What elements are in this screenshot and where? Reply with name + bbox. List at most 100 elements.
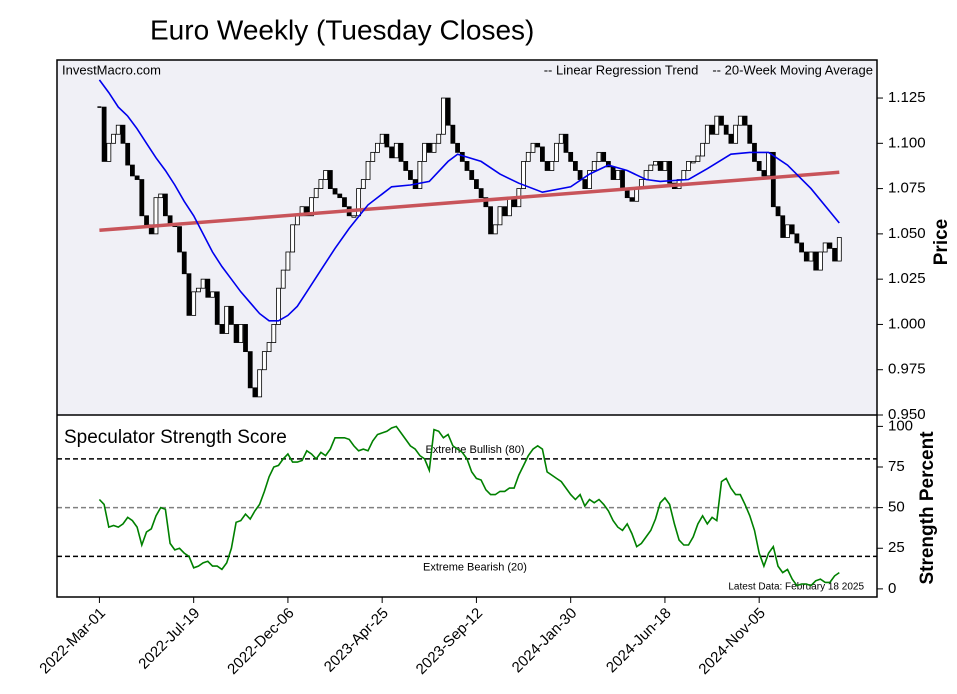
legend-entry: -- 20-Week Moving Average <box>712 62 873 77</box>
y-tick-label: 0.975 <box>888 361 926 378</box>
candle <box>808 251 814 262</box>
candle <box>794 233 800 244</box>
y-tick-label: 0.950 <box>888 406 926 423</box>
candle <box>186 273 192 316</box>
candle <box>379 133 385 144</box>
candle <box>389 146 394 159</box>
y-axis-label: Price <box>931 219 952 265</box>
candle <box>799 242 804 253</box>
candle <box>101 106 107 162</box>
candle <box>591 161 597 171</box>
candle <box>266 342 272 353</box>
candle <box>426 142 432 153</box>
series-line <box>98 425 840 587</box>
candle <box>681 170 687 180</box>
y-tick-label: 1.100 <box>888 134 926 151</box>
y-tick-label: 1.125 <box>888 89 926 106</box>
candle <box>756 161 762 171</box>
candle <box>134 175 140 180</box>
candle <box>238 324 244 343</box>
candle <box>662 161 668 171</box>
candle <box>742 115 748 126</box>
candle <box>450 124 456 144</box>
latest-data: Latest Data: February 18 2025 <box>728 582 864 593</box>
candle <box>813 251 819 271</box>
y-tick-label: 50 <box>888 499 905 516</box>
candle <box>393 142 399 159</box>
candle <box>408 170 413 180</box>
candle <box>818 251 823 271</box>
candle <box>803 251 809 262</box>
candle <box>464 161 470 171</box>
candle <box>582 179 588 189</box>
reference-label: Extreme Bearish (20) <box>423 561 527 573</box>
candle <box>243 324 248 353</box>
candle <box>587 170 592 189</box>
candle <box>351 215 357 218</box>
candle <box>219 324 225 334</box>
candle <box>144 215 149 226</box>
candle <box>530 142 536 153</box>
y-tick-label: 75 <box>888 458 905 475</box>
candle <box>360 179 366 189</box>
candle <box>549 161 555 171</box>
candle <box>120 124 126 144</box>
candle <box>313 188 319 199</box>
candle <box>836 237 842 262</box>
candle <box>261 351 267 371</box>
y-tick-label: 25 <box>888 539 905 556</box>
series-line <box>99 170 840 233</box>
candle <box>596 151 602 162</box>
candle <box>719 115 724 126</box>
candle <box>455 142 460 153</box>
candle <box>714 115 720 135</box>
candle <box>200 278 206 289</box>
candle <box>525 151 531 162</box>
candle <box>445 97 451 126</box>
candle <box>285 251 291 271</box>
candle <box>290 224 296 253</box>
candle <box>111 133 116 144</box>
candle <box>162 193 168 217</box>
candle <box>488 206 493 235</box>
candle <box>384 133 390 148</box>
candle <box>785 224 790 238</box>
candle <box>667 161 673 184</box>
candle <box>181 251 187 275</box>
candle <box>214 291 220 325</box>
candle <box>832 247 837 262</box>
candle <box>521 161 526 189</box>
candle <box>572 161 578 171</box>
candle <box>365 161 371 180</box>
candle <box>770 151 776 208</box>
candle <box>822 242 828 253</box>
candle <box>653 161 658 166</box>
source-label: InvestMacro.com <box>62 62 161 77</box>
candle <box>648 164 654 171</box>
candle <box>502 206 508 217</box>
candle <box>780 215 786 238</box>
candle <box>540 146 545 162</box>
y-tick-label: 1.025 <box>888 270 926 287</box>
candle <box>417 161 423 189</box>
candle <box>507 197 512 217</box>
candle <box>723 124 729 135</box>
candle <box>280 269 286 289</box>
candle <box>327 170 333 189</box>
candle <box>605 161 611 168</box>
candle <box>733 124 739 144</box>
candle <box>535 142 541 148</box>
candle <box>195 287 201 293</box>
candle <box>704 124 710 144</box>
candle <box>191 291 197 316</box>
candle <box>775 206 781 217</box>
candle <box>332 188 338 195</box>
candle <box>337 193 343 199</box>
candle <box>766 151 772 177</box>
y-axis-label: Strength Percent <box>917 431 938 585</box>
candle <box>106 142 112 162</box>
frame <box>56 59 878 598</box>
candle <box>737 115 743 126</box>
candle <box>558 133 564 144</box>
